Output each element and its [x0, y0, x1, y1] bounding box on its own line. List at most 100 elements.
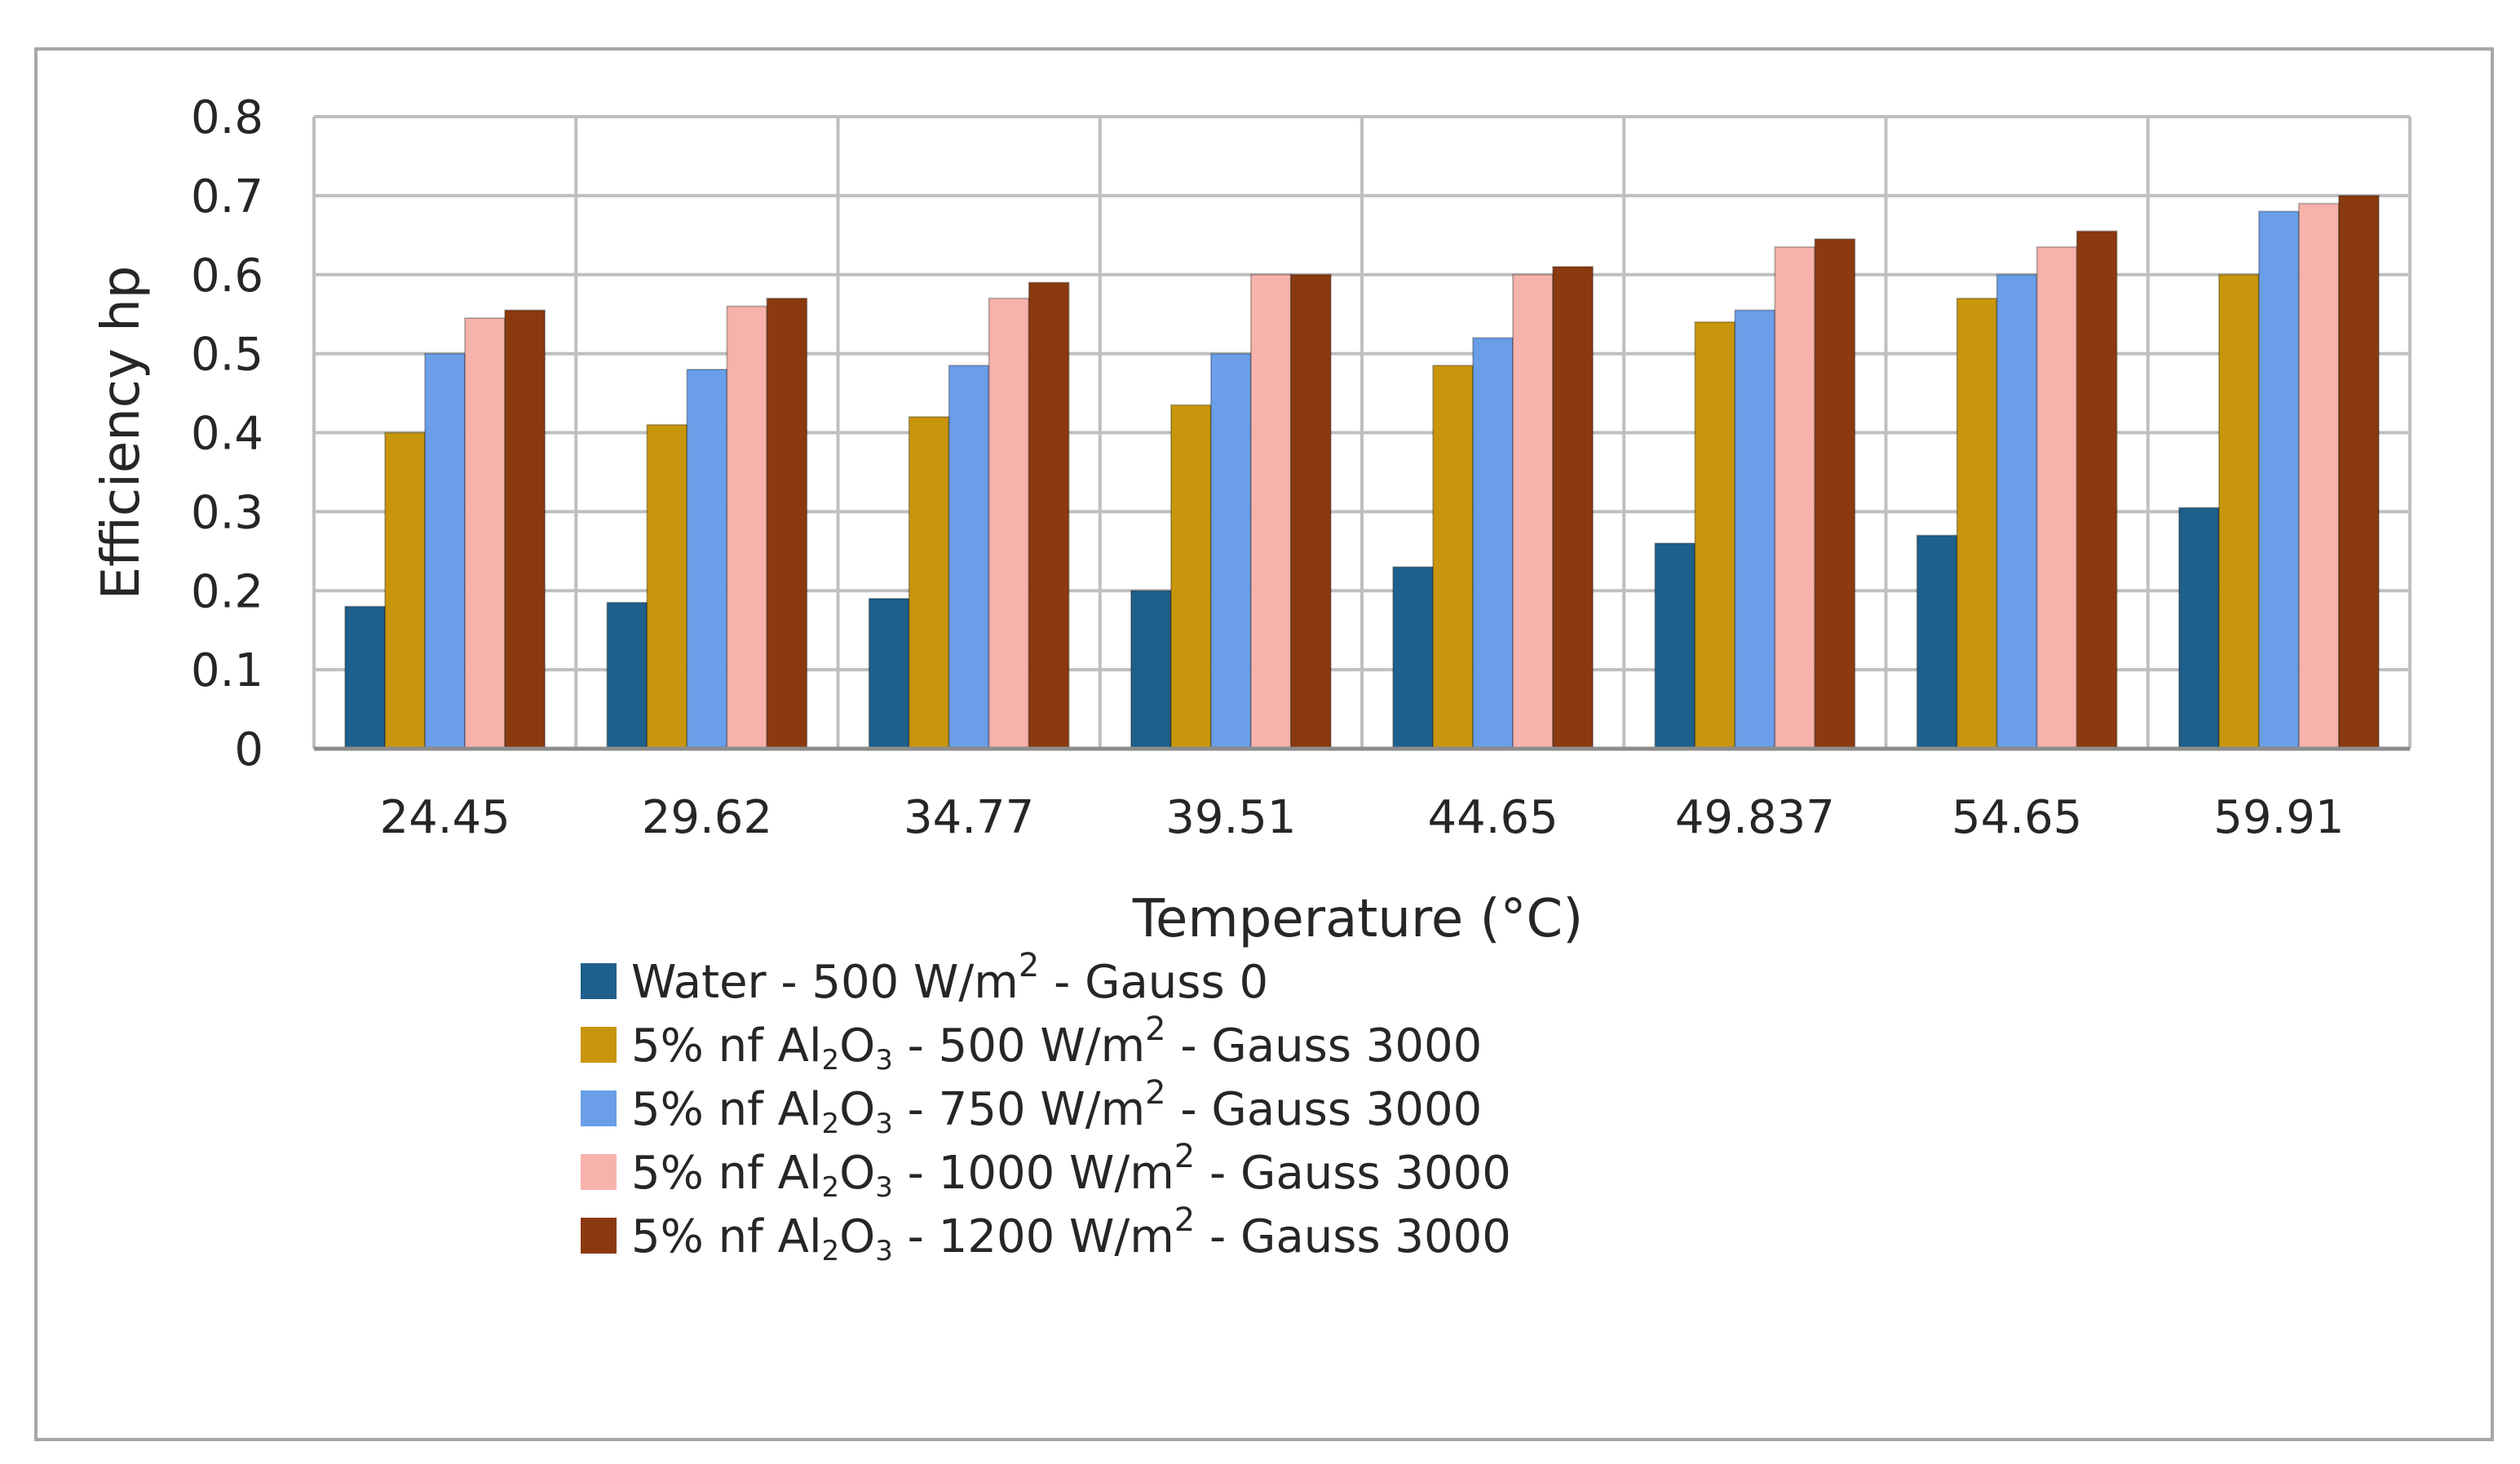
legend-label-part: - 500 W/m	[893, 1019, 1145, 1073]
bar-34.77-series-3	[948, 365, 990, 750]
bar-44.65-series-2	[1432, 365, 1474, 750]
bar-29.62-series-1	[606, 601, 648, 750]
legend-swatch	[581, 1154, 617, 1190]
legend-label-part: 2	[822, 1108, 840, 1140]
y-tick-label: 0.5	[191, 329, 263, 382]
bar-44.65-series-4	[1512, 273, 1554, 750]
bar-24.45-series-2	[384, 431, 427, 750]
legend-label-part: - Gauss 3000	[1195, 1147, 1511, 1200]
legend-label-part: 3	[875, 1044, 893, 1077]
x-tick-label: 59.91	[2213, 791, 2344, 844]
bar-59.91-series-1	[2177, 506, 2220, 750]
legend-label: Water - 500 W/m2 - Gauss 0	[631, 947, 1268, 1009]
legend-label-part: 5% nf Al	[631, 1019, 822, 1073]
bar-59.91-series-2	[2217, 273, 2260, 750]
bar-54.65-series-4	[2036, 245, 2078, 750]
legend-swatch	[581, 1218, 617, 1254]
x-tick-label: 34.77	[904, 791, 1034, 844]
bar-34.77-series-2	[908, 416, 950, 750]
legend-label-part: - 1000 W/m	[893, 1147, 1174, 1200]
x-tick-label: 44.65	[1427, 791, 1558, 844]
bar-49.837-series-5	[1814, 238, 1856, 750]
bar-34.77-series-5	[1028, 281, 1070, 750]
y-tick-label: 0.6	[191, 250, 263, 303]
y-axis-title: Efficiency hp	[91, 266, 152, 600]
legend: Water - 500 W/m2 - Gauss 05% nf Al2O3 - …	[581, 947, 1511, 1267]
legend-label-part: - 1200 W/m	[893, 1210, 1174, 1263]
bar-24.45-series-4	[464, 317, 506, 750]
bar-24.45-series-5	[504, 309, 546, 750]
legend-label: 5% nf Al2O3 - 750 W/m2 - Gauss 3000	[631, 1074, 1482, 1140]
bar-54.65-series-2	[1956, 297, 1998, 750]
legend-label-part: 5% nf Al	[631, 1147, 822, 1200]
bar-59.91-series-4	[2297, 202, 2340, 750]
legend-label-part: - Gauss 3000	[1195, 1210, 1511, 1263]
legend-label-part: Water - 500 W/m	[631, 956, 1019, 1009]
legend-label-part: - Gauss 3000	[1166, 1083, 1483, 1136]
bar-49.837-series-3	[1734, 309, 1776, 750]
bar-39.51-series-2	[1169, 404, 1212, 750]
legend-item: 5% nf Al2O3 - 1200 W/m2 - Gauss 3000	[581, 1201, 1511, 1267]
bar-39.51-series-4	[1249, 273, 1292, 750]
bar-44.65-series-3	[1472, 337, 1514, 750]
bar-34.77-series-4	[988, 297, 1030, 750]
bar-39.51-series-5	[1289, 273, 1332, 750]
bar-54.65-series-1	[1916, 534, 1958, 750]
bar-44.65-series-1	[1392, 566, 1435, 750]
legend-label: 5% nf Al2O3 - 1000 W/m2 - Gauss 3000	[631, 1138, 1511, 1204]
y-tick-label: 0.8	[191, 91, 263, 144]
legend-label-part: 3	[875, 1171, 893, 1204]
bar-49.837-series-4	[1774, 245, 1816, 750]
legend-label-part: 2	[1174, 1201, 1195, 1239]
legend-swatch	[581, 1090, 617, 1126]
legend-label-part: 3	[875, 1235, 893, 1267]
label-layer: 0 0.1 0.2 0.3 0.4 0.5 0.6 0.7 0.8 24.45 29.62 34.77…	[91, 91, 2345, 949]
legend-item: 5% nf Al2O3 - 500 W/m2 - Gauss 3000	[581, 1011, 1482, 1077]
legend-label: 5% nf Al2O3 - 1200 W/m2 - Gauss 3000	[631, 1201, 1511, 1267]
legend-label-part: O	[839, 1019, 875, 1073]
x-tick-label: 29.62	[642, 791, 772, 844]
legend-item: Water - 500 W/m2 - Gauss 0	[581, 947, 1268, 1009]
legend-label-part: 2	[1145, 1074, 1165, 1112]
legend-swatch	[581, 1027, 617, 1063]
legend-label-part: 2	[822, 1235, 840, 1267]
legend-label-part: - Gauss 0	[1039, 956, 1268, 1009]
legend-label-part: O	[839, 1147, 875, 1200]
bar-39.51-series-1	[1130, 590, 1172, 750]
bar-54.65-series-5	[2076, 230, 2118, 750]
legend-item: 5% nf Al2O3 - 1000 W/m2 - Gauss 3000	[581, 1138, 1511, 1204]
legend-label-part: - 750 W/m	[893, 1083, 1145, 1136]
legend-label: 5% nf Al2O3 - 500 W/m2 - Gauss 3000	[631, 1011, 1482, 1077]
x-tick-label: 54.65	[1952, 791, 2082, 844]
legend-label-part: 2	[1019, 947, 1039, 984]
y-tick-label: 0.3	[191, 486, 263, 539]
bar-24.45-series-3	[424, 352, 466, 750]
x-tick-label: 49.837	[1675, 791, 1835, 844]
y-tick-label: 0.1	[191, 644, 263, 697]
legend-label-part: 3	[875, 1108, 893, 1140]
legend-label-part: - Gauss 3000	[1166, 1019, 1483, 1073]
bar-59.91-series-3	[2257, 210, 2300, 750]
y-tick-label: 0	[234, 723, 263, 776]
bar-29.62-series-3	[686, 369, 728, 750]
legend-label-part: O	[839, 1210, 875, 1263]
bar-34.77-series-1	[868, 597, 910, 750]
x-tick-label: 39.51	[1165, 791, 1296, 844]
legend-label-part: 5% nf Al	[631, 1210, 822, 1263]
x-axis-title: Temperature (°C)	[1132, 889, 1583, 949]
legend-label-part: 5% nf Al	[631, 1083, 822, 1136]
bar-44.65-series-5	[1552, 266, 1594, 750]
bar-54.65-series-3	[1996, 273, 2038, 750]
bar-24.45-series-1	[344, 605, 387, 750]
legend-item: 5% nf Al2O3 - 750 W/m2 - Gauss 3000	[581, 1074, 1482, 1140]
legend-label-part: 2	[822, 1044, 840, 1077]
x-tick-label: 24.45	[379, 791, 510, 844]
y-tick-label: 0.2	[191, 565, 263, 618]
legend-label-part: 2	[1174, 1138, 1195, 1175]
bar-59.91-series-5	[2337, 194, 2380, 750]
bar-39.51-series-3	[1209, 352, 1252, 750]
y-tick-label: 0.4	[191, 408, 263, 461]
bar-49.837-series-1	[1654, 542, 1696, 750]
